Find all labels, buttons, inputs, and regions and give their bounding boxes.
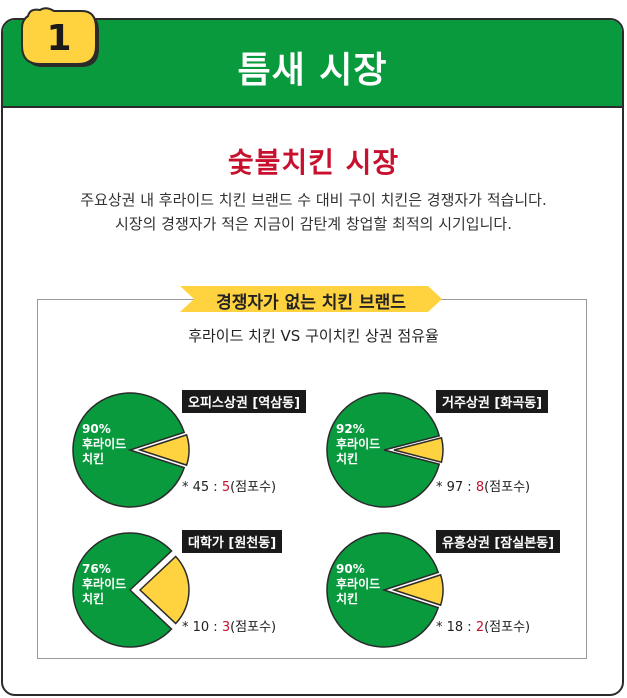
pie-4-percent: 90%: [336, 562, 365, 576]
pie-3-counts: * 10 : 3(점포수): [182, 616, 276, 635]
pie-2-percent: 92%: [336, 422, 365, 436]
number-badge: 1: [16, 6, 100, 68]
pie-3-category-line-1: 후라이드: [82, 577, 127, 591]
description: 주요상권 내 후라이드 치킨 브랜드 수 대비 구이 치킨은 경쟁자가 적습니다…: [0, 188, 627, 236]
pie-3-percent: 76%: [82, 562, 111, 576]
ribbon-shape: [180, 286, 442, 312]
pie-4-category-line-1: 후라이드: [336, 577, 381, 591]
pie-4-label: 90% 후라이드 치킨: [336, 562, 380, 607]
pie-3-grill-slice: [138, 555, 190, 625]
pie-chart-3: 76% 후라이드 치킨 대학가 [원천동] * 10 : 3(점포수): [70, 530, 340, 650]
pie-3-counts-prefix: * 10 :: [182, 620, 222, 635]
pie-3-svg: [72, 532, 190, 648]
pie-1-category-line-1: 후라이드: [82, 437, 127, 451]
pie-2-fried-slice: [326, 392, 441, 508]
chart-section-subtitle: 후라이드 치킨 VS 구이치킨 상권 점유율: [188, 327, 439, 345]
pie-1-category-line-2: 치킨: [82, 452, 105, 466]
pie-1-area-label: 오피스상권 [역삼동]: [182, 390, 307, 413]
pie-1-counts: * 45 : 5(점포수): [182, 476, 276, 495]
description-line-2: 시장의 경쟁자가 적은 지금이 감탄계 창업할 최적의 시기입니다.: [115, 215, 512, 233]
pie-chart-1: 90% 후라이드 치킨 오피스상권 [역삼동] * 45 : 5(점포수): [70, 390, 340, 510]
pie-4-counts-prefix: * 18 :: [436, 620, 476, 635]
pie-4-svg: [326, 532, 444, 648]
pie-chart-4: 90% 후라이드 치킨 유흥상권 [잠실본동] * 18 : 2(점포수): [324, 530, 594, 650]
header-band: 틈새 시장: [3, 20, 622, 108]
pie-1-fried-slice: [72, 392, 186, 508]
pie-2-counts-suffix: (점포수): [484, 480, 531, 495]
pie-4-category-line-2: 치킨: [336, 592, 359, 606]
pie-2-category-line-2: 치킨: [336, 452, 359, 466]
pie-3-label: 76% 후라이드 치킨: [82, 562, 126, 607]
pie-2-counts: * 97 : 8(점포수): [436, 476, 530, 495]
pie-1-counts-suffix: (점포수): [230, 480, 277, 495]
pie-3-counts-grill: 3: [221, 620, 231, 635]
pie-1-percent: 90%: [82, 422, 111, 436]
pie-3-fried-slice: [72, 532, 173, 648]
pie-2-counts-grill: 8: [475, 480, 485, 495]
pie-1-counts-prefix: * 45 :: [182, 480, 222, 495]
pie-2-grill-slice: [393, 436, 444, 464]
pie-4-area-label: 유흥상권 [잠실본동]: [436, 530, 561, 553]
pie-1-counts-grill: 5: [221, 480, 231, 495]
description-line-1: 주요상권 내 후라이드 치킨 브랜드 수 대비 구이 치킨은 경쟁자가 적습니다…: [80, 191, 547, 209]
pie-2-counts-prefix: * 97 :: [436, 480, 476, 495]
main-title: 숯불치킨 시장: [227, 146, 400, 179]
pie-2-category-line-1: 후라이드: [336, 437, 381, 451]
pie-2-label: 92% 후라이드 치킨: [336, 422, 380, 467]
pie-3-area-label: 대학가 [원천동]: [182, 530, 283, 553]
pie-4-counts-suffix: (점포수): [484, 620, 531, 635]
pie-4-counts-grill: 2: [475, 620, 485, 635]
pie-1-label: 90% 후라이드 치킨: [82, 422, 126, 467]
ribbon-text: 경쟁자가 없는 치킨 브랜드: [216, 293, 406, 313]
pie-1-grill-slice: [137, 433, 190, 467]
pie-chart-2: 92% 후라이드 치킨 거주상권 [화곡동] * 97 : 8(점포수): [324, 390, 594, 510]
pie-4-grill-slice: [391, 573, 444, 607]
pie-3-counts-suffix: (점포수): [230, 620, 277, 635]
pie-4-counts: * 18 : 2(점포수): [436, 616, 530, 635]
pie-3-category-line-2: 치킨: [82, 592, 105, 606]
badge-number: 1: [46, 18, 71, 59]
ribbon-banner: 경쟁자가 없는 치킨 브랜드: [180, 282, 442, 316]
pie-2-svg: [326, 392, 444, 508]
pie-2-area-label: 거주상권 [화곡동]: [436, 390, 549, 413]
header-title: 틈새 시장: [237, 50, 388, 91]
pie-1-svg: [72, 392, 190, 508]
badge-shape: 1: [21, 7, 99, 68]
pie-4-fried-slice: [326, 532, 440, 648]
